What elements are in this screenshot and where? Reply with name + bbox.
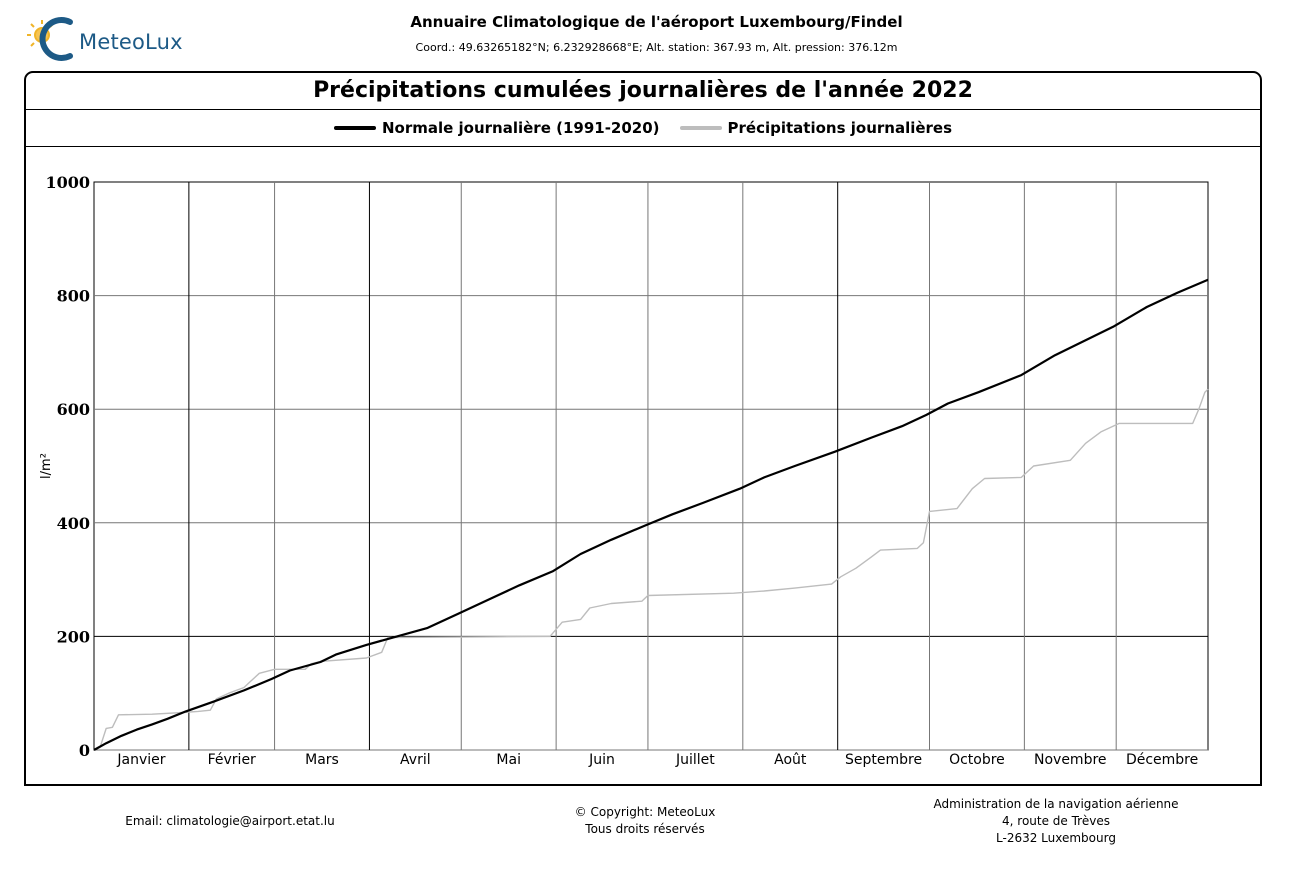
footer-copyright-line1: © Copyright: MeteoLux	[574, 805, 716, 819]
header-coordinates: Coord.: 49.63265182°N; 6.232928668°E; Al…	[415, 41, 898, 54]
footer-address-line3: L-2632 Luxembourg	[996, 831, 1116, 845]
month-label: Septembre	[845, 752, 922, 768]
month-label: Décembre	[1126, 752, 1198, 768]
legend-item-daily: Précipitations journalières	[679, 119, 953, 137]
footer-address-line1: Administration de la navigation aérienne	[933, 797, 1179, 811]
series-line-normal	[93, 278, 1209, 751]
y-tick-label: 800	[57, 287, 90, 306]
y-tick-label: 1000	[45, 173, 90, 192]
footer-copyright: © Copyright: MeteoLux Tous droits réserv…	[545, 804, 745, 838]
series-line-daily	[93, 388, 1209, 751]
logo-text: MeteoLux	[79, 30, 183, 54]
month-label: Juin	[588, 752, 615, 768]
month-label: Avril	[400, 752, 431, 768]
meteolux-logo-icon	[27, 17, 73, 61]
y-tick-label: 600	[57, 400, 90, 419]
footer-email: Email: climatologie@airport.etat.lu	[105, 813, 355, 830]
y-tick-label: 400	[57, 514, 90, 533]
y-tick-label: 200	[57, 627, 90, 646]
footer-address: Administration de la navigation aérienne…	[925, 796, 1187, 847]
y-axis-label: l/m²	[39, 453, 54, 479]
month-label: Mai	[496, 752, 521, 768]
y-tick-label: 0	[79, 741, 90, 760]
legend-item-normal: Normale journalière (1991-2020)	[333, 119, 660, 137]
legend-swatch-daily	[679, 126, 722, 130]
plot-area	[93, 181, 1209, 751]
chart-legend: Normale journalière (1991-2020) Précipit…	[26, 110, 1260, 147]
legend-swatch-normal	[333, 126, 376, 130]
month-label: Février	[208, 752, 256, 768]
month-label: Mars	[305, 752, 339, 768]
legend-label-daily: Précipitations journalières	[727, 119, 953, 137]
month-label: Août	[774, 752, 807, 768]
chart-frame: Précipitations cumulées journalières de …	[24, 71, 1262, 786]
month-label: Juillet	[675, 752, 715, 768]
month-label: Octobre	[949, 752, 1005, 768]
month-label: Novembre	[1034, 752, 1107, 768]
footer-email-text: Email: climatologie@airport.etat.lu	[125, 814, 335, 828]
footer-copyright-line2: Tous droits réservés	[585, 822, 705, 836]
month-label: Janvier	[116, 752, 165, 768]
legend-label-normal: Normale journalière (1991-2020)	[381, 119, 660, 137]
meteolux-logo	[22, 14, 197, 64]
header-title: Annuaire Climatologique de l'aéroport Lu…	[410, 13, 903, 31]
chart-title: Précipitations cumulées journalières de …	[26, 73, 1260, 110]
footer-address-line2: 4, route de Trèves	[1002, 814, 1110, 828]
